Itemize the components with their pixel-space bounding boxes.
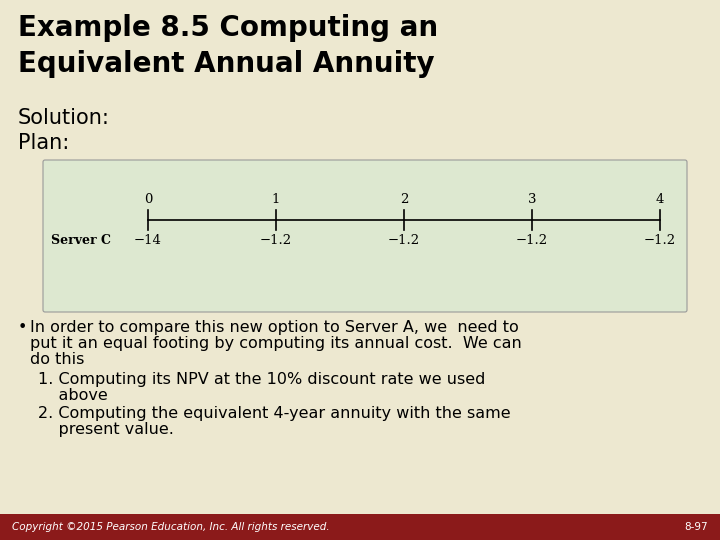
Text: put it an equal footing by computing its annual cost.  We can: put it an equal footing by computing its… (30, 336, 522, 351)
Text: −1.2: −1.2 (644, 234, 676, 247)
Text: 8-97: 8-97 (685, 522, 708, 532)
Text: •: • (18, 320, 27, 335)
Text: do this: do this (30, 352, 84, 367)
Text: Copyright ©2015 Pearson Education, Inc. All rights reserved.: Copyright ©2015 Pearson Education, Inc. … (12, 522, 330, 532)
Text: −1.2: −1.2 (260, 234, 292, 247)
Bar (0, 514, 720, 540)
Text: −14: −14 (134, 234, 162, 247)
Text: Plan:: Plan: (18, 133, 69, 153)
Text: Example 8.5 Computing an: Example 8.5 Computing an (18, 14, 438, 42)
FancyBboxPatch shape (43, 160, 687, 312)
Text: Server C: Server C (51, 234, 111, 247)
Text: −1.2: −1.2 (516, 234, 548, 247)
Text: Equivalent Annual Annuity: Equivalent Annual Annuity (18, 50, 435, 78)
Text: above: above (38, 388, 108, 403)
Text: 2: 2 (400, 193, 408, 206)
Text: 2. Computing the equivalent 4-year annuity with the same: 2. Computing the equivalent 4-year annui… (38, 406, 510, 421)
Text: present value.: present value. (38, 422, 174, 437)
Text: 1. Computing its NPV at the 10% discount rate we used: 1. Computing its NPV at the 10% discount… (38, 372, 485, 387)
Text: 4: 4 (656, 193, 664, 206)
Text: 1: 1 (272, 193, 280, 206)
Text: 3: 3 (528, 193, 536, 206)
Text: In order to compare this new option to Server A, we  need to: In order to compare this new option to S… (30, 320, 518, 335)
Text: Solution:: Solution: (18, 108, 110, 128)
Text: 0: 0 (144, 193, 152, 206)
Text: −1.2: −1.2 (388, 234, 420, 247)
